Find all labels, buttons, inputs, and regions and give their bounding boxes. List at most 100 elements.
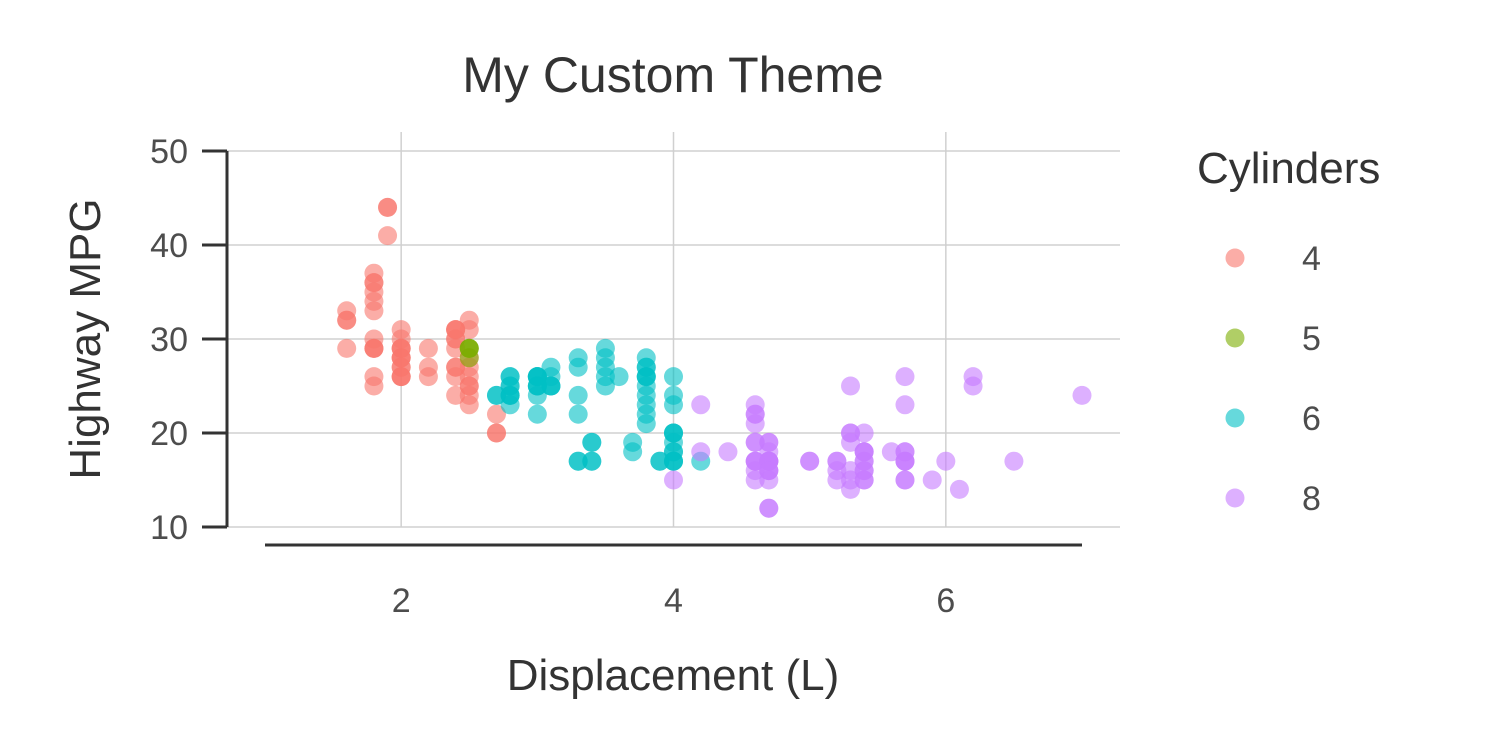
data-point — [745, 451, 765, 471]
series-8 — [664, 367, 1092, 518]
data-point — [486, 385, 506, 405]
x-tick-label: 4 — [664, 582, 683, 620]
data-point — [841, 461, 861, 481]
data-point — [337, 301, 357, 321]
data-point — [881, 442, 901, 462]
legend-key — [1225, 248, 1245, 268]
data-point — [364, 329, 384, 349]
y-tick-label: 50 — [150, 133, 188, 171]
x-tick-label: 2 — [392, 582, 411, 620]
data-point — [664, 367, 683, 387]
data-point — [446, 338, 466, 358]
data-point — [418, 357, 438, 377]
data-point — [664, 385, 683, 405]
legend-key — [1225, 488, 1245, 508]
data-point — [664, 442, 683, 462]
data-point — [582, 451, 602, 471]
y-axis-ticks: 10 20 30 40 50 — [150, 133, 227, 547]
data-point — [541, 376, 561, 396]
data-point — [459, 385, 479, 405]
series-5 — [459, 338, 479, 368]
data-point — [486, 404, 506, 424]
data-point — [500, 367, 520, 387]
data-point — [895, 367, 915, 387]
legend-item: 6 — [1225, 400, 1321, 438]
x-axis-title: Displacement (L) — [507, 651, 840, 700]
legend-item: 8 — [1225, 480, 1321, 518]
legend-label: 6 — [1302, 400, 1321, 438]
data-point — [963, 376, 983, 396]
data-point — [446, 357, 466, 377]
data-point — [854, 442, 874, 462]
data-point — [364, 376, 384, 396]
data-point — [568, 451, 588, 471]
series-4 — [337, 197, 506, 443]
data-point — [595, 348, 615, 368]
data-point — [568, 385, 588, 405]
legend-title: Cylinders — [1197, 144, 1380, 193]
data-point — [841, 479, 861, 499]
data-point — [745, 432, 765, 452]
y-tick-label: 10 — [150, 509, 188, 547]
data-point — [364, 301, 384, 321]
data-point — [623, 442, 643, 462]
data-points — [337, 197, 1092, 518]
data-point — [664, 470, 683, 490]
chart-title: My Custom Theme — [462, 47, 883, 103]
legend-label: 4 — [1302, 240, 1321, 278]
data-point — [378, 197, 398, 217]
data-point — [664, 423, 683, 443]
data-point — [1072, 385, 1092, 405]
data-point — [800, 451, 820, 471]
data-point — [391, 367, 411, 387]
data-point — [446, 320, 466, 340]
series-6 — [486, 338, 711, 471]
legend-label: 5 — [1302, 320, 1321, 358]
data-point — [500, 385, 520, 405]
data-point — [418, 338, 438, 358]
data-point — [337, 338, 357, 358]
data-point — [922, 470, 942, 490]
data-point — [745, 404, 765, 424]
data-point — [827, 461, 847, 481]
data-point — [895, 395, 915, 415]
y-tick-label: 30 — [150, 321, 188, 359]
data-point — [582, 432, 602, 452]
legend-item: 5 — [1225, 320, 1321, 358]
data-point — [650, 451, 670, 471]
data-point — [691, 395, 711, 415]
x-axis-ticks: 2 4 6 — [392, 582, 956, 620]
data-point — [1004, 451, 1024, 471]
data-point — [364, 263, 384, 283]
y-axis-title: Highway MPG — [61, 198, 110, 479]
data-point — [949, 479, 969, 499]
data-point — [895, 470, 915, 490]
data-point — [841, 376, 861, 396]
data-point — [841, 432, 861, 452]
data-point — [691, 442, 711, 462]
data-point — [486, 423, 506, 443]
data-point — [759, 461, 779, 481]
data-point — [595, 376, 615, 396]
data-point — [759, 432, 779, 452]
data-point — [527, 376, 547, 396]
data-point — [636, 357, 656, 377]
data-point — [568, 348, 588, 368]
legend-key — [1225, 408, 1245, 428]
y-tick-label: 20 — [150, 415, 188, 453]
data-point — [391, 338, 411, 358]
data-point — [936, 451, 956, 471]
legend-key — [1225, 328, 1245, 348]
data-point — [568, 404, 588, 424]
legend: Cylinders 4 5 6 8 — [1197, 144, 1380, 518]
data-point — [609, 367, 629, 387]
x-tick-label: 6 — [936, 582, 955, 620]
y-tick-label: 40 — [150, 227, 188, 265]
data-point — [459, 338, 479, 358]
data-point — [854, 423, 874, 443]
legend-item: 4 — [1225, 240, 1321, 278]
data-point — [527, 404, 547, 424]
data-point — [364, 282, 384, 302]
data-point — [718, 442, 738, 462]
data-point — [636, 404, 656, 424]
